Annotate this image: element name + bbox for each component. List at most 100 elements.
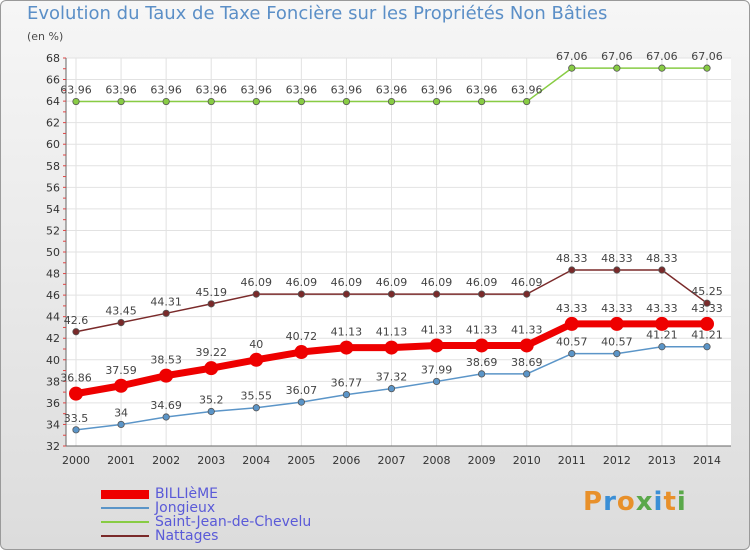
y-tick-label: 32: [46, 440, 60, 453]
y-tick-label: 54: [46, 203, 60, 216]
x-tick-label: 2010: [513, 454, 541, 467]
data-point: [72, 97, 80, 106]
data-point: [117, 97, 125, 106]
data-point: [297, 398, 305, 406]
data-point: [609, 316, 624, 331]
y-tick-label: 52: [46, 224, 60, 237]
x-tick-label: 2012: [603, 454, 631, 467]
logo-letter: P: [583, 487, 604, 517]
data-label: 37.99: [421, 363, 453, 376]
data-label: 41.21: [691, 329, 723, 342]
y-tick-label: 36: [46, 397, 60, 410]
data-point: [252, 404, 260, 412]
data-label: 44.31: [150, 295, 182, 308]
data-point: [117, 420, 125, 429]
x-tick-label: 2005: [287, 454, 315, 467]
data-label: 39.22: [195, 346, 227, 359]
y-tick-label: 46: [46, 289, 60, 302]
data-point: [474, 338, 489, 353]
data-label: 63.96: [331, 84, 363, 97]
data-point: [658, 64, 666, 72]
data-point: [384, 340, 399, 355]
y-tick-label: 68: [46, 52, 60, 65]
x-tick-label: 2008: [423, 454, 451, 467]
y-tick-label: 56: [46, 181, 60, 194]
data-point: [114, 378, 129, 393]
data-point: [207, 300, 215, 308]
data-label: 46.09: [376, 276, 408, 289]
x-tick-label: 2013: [648, 454, 676, 467]
data-label: 41.33: [421, 323, 453, 336]
data-label: 37.32: [376, 371, 408, 384]
data-label: 46.09: [241, 276, 273, 289]
data-label: 45.25: [691, 285, 723, 298]
logo-letter: i: [653, 487, 664, 517]
x-tick-label: 2004: [242, 454, 270, 467]
data-label: 63.96: [150, 84, 182, 97]
legend: BILLIèME Jongieux Saint-Jean-de-Chevelu Nat…: [101, 486, 401, 544]
data-label: 45.19: [195, 286, 227, 299]
legend-swatch: [101, 535, 149, 537]
y-tick-label: 58: [46, 160, 60, 173]
data-label: 41.13: [331, 326, 363, 339]
data-point: [432, 97, 441, 106]
data-point: [72, 426, 80, 434]
x-tick-label: 2014: [693, 454, 721, 467]
data-point: [658, 343, 666, 351]
data-label: 63.96: [241, 84, 273, 97]
data-label: 46.09: [466, 276, 498, 289]
data-label: 41.21: [646, 329, 678, 342]
x-tick-label: 2001: [107, 454, 135, 467]
data-label: 38.69: [466, 356, 498, 369]
data-label: 63.96: [286, 84, 318, 97]
legend-label: Nattages: [155, 528, 219, 544]
y-tick-label: 34: [46, 418, 60, 431]
data-point: [162, 97, 170, 106]
data-point: [568, 64, 576, 72]
data-label: 46.09: [511, 276, 543, 289]
data-label: 67.06: [646, 50, 678, 63]
data-point: [252, 290, 260, 298]
data-label: 38.53: [150, 354, 182, 367]
data-label: 46.09: [331, 276, 363, 289]
data-label: 63.96: [60, 84, 92, 97]
data-label: 40.72: [286, 330, 318, 343]
data-point: [523, 97, 531, 106]
y-tick-label: 42: [46, 332, 60, 345]
legend-label: Jongieux: [155, 500, 216, 516]
data-label: 34: [114, 406, 128, 419]
data-point: [207, 407, 215, 416]
data-point: [654, 316, 669, 331]
data-label: 48.33: [601, 252, 633, 265]
data-point: [478, 290, 486, 298]
y-tick-label: 64: [46, 95, 60, 108]
data-label: 67.06: [556, 50, 588, 63]
data-label: 43.45: [105, 305, 137, 318]
data-point: [568, 266, 576, 274]
x-tick-label: 2009: [468, 454, 496, 467]
data-label: 36.77: [331, 377, 363, 390]
data-label: 67.06: [691, 50, 723, 63]
data-point: [339, 340, 354, 355]
data-label: 41.13: [376, 326, 408, 339]
data-point: [342, 97, 351, 106]
data-label: 63.96: [105, 84, 137, 97]
data-point: [162, 413, 170, 421]
x-tick-label: 2011: [558, 454, 586, 467]
data-point: [69, 386, 83, 401]
data-point: [613, 266, 621, 274]
proxiti-logo: Proxiti: [583, 487, 687, 517]
legend-item: Nattages: [101, 528, 401, 544]
legend-item: Jongieux: [101, 500, 401, 516]
legend-swatch: [101, 489, 149, 499]
logo-letter: r: [603, 487, 617, 517]
logo-letter: t: [663, 487, 677, 517]
x-tick-label: 2007: [378, 454, 406, 467]
data-point: [387, 290, 396, 298]
data-label: 46.09: [421, 276, 453, 289]
y-tick-label: 50: [46, 246, 60, 259]
data-label: 63.96: [421, 84, 453, 97]
logo-letter: i: [676, 487, 687, 517]
x-tick-label: 2006: [332, 454, 360, 467]
